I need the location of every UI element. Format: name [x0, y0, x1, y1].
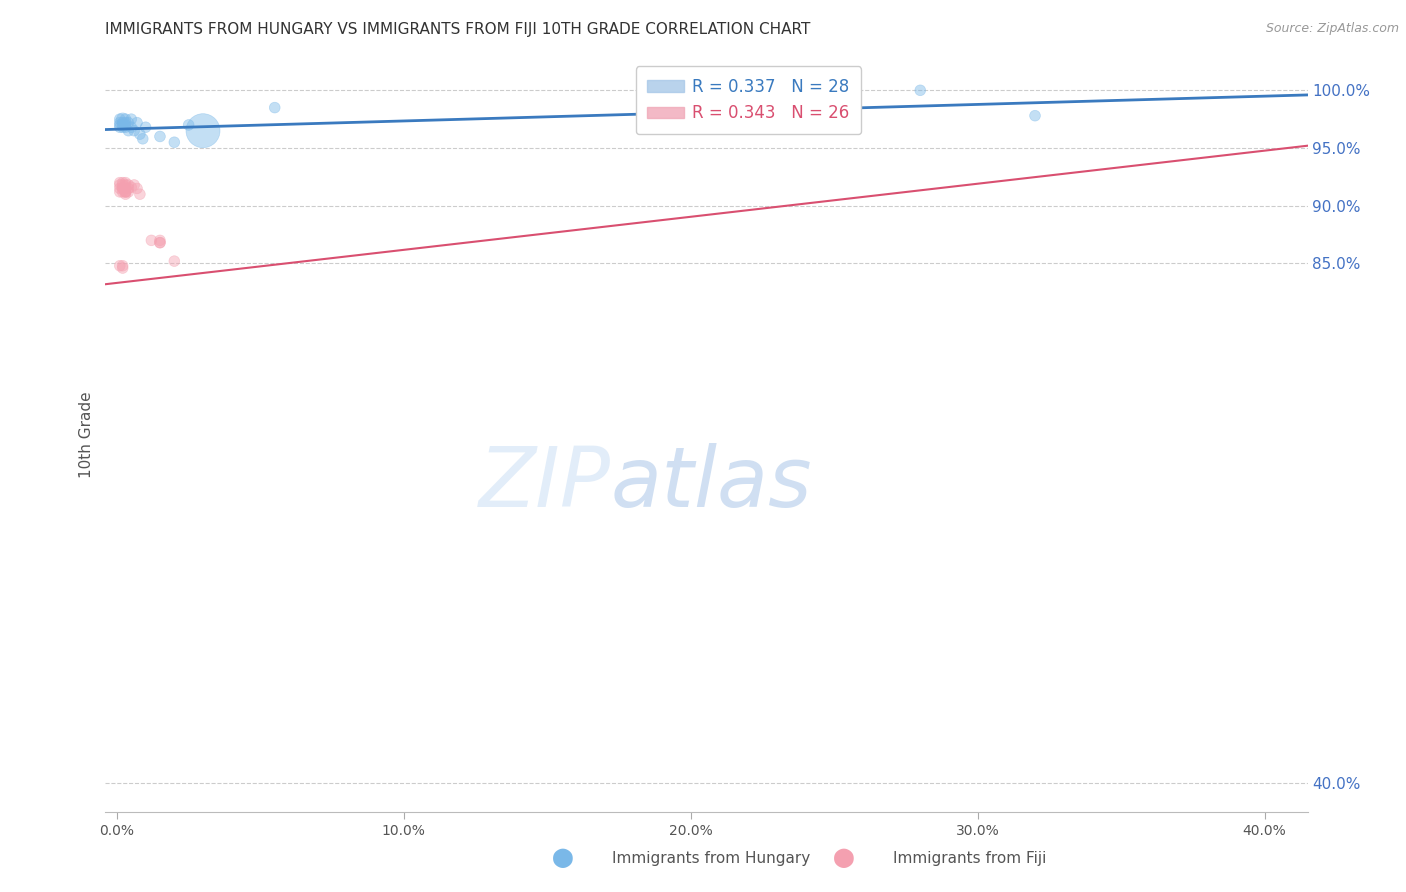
Point	[114, 187, 136, 202]
Point	[114, 181, 136, 195]
Point	[125, 115, 148, 129]
Text: ZIP: ZIP	[478, 443, 610, 524]
Point	[114, 185, 136, 199]
Point	[163, 254, 186, 268]
Point	[117, 178, 139, 192]
Point	[117, 181, 139, 195]
Point	[111, 112, 134, 127]
Point	[120, 180, 142, 194]
Text: atlas: atlas	[610, 443, 813, 524]
Point	[111, 181, 134, 195]
Point	[111, 176, 134, 190]
Point	[132, 132, 155, 146]
Point	[114, 120, 136, 135]
Point	[120, 112, 142, 127]
Point	[117, 185, 139, 199]
Point	[111, 259, 134, 273]
Point	[128, 127, 150, 141]
Point	[122, 124, 145, 138]
Point	[117, 115, 139, 129]
Point	[111, 120, 134, 135]
Point	[111, 181, 134, 195]
Point	[108, 259, 131, 273]
Point	[111, 261, 134, 276]
Point	[108, 115, 131, 129]
Point	[263, 101, 285, 115]
Point	[135, 120, 157, 135]
Point	[910, 83, 932, 97]
Point	[141, 233, 163, 247]
Text: ⬤: ⬤	[551, 848, 574, 868]
Point	[111, 185, 134, 199]
Point	[108, 118, 131, 132]
Point	[114, 178, 136, 192]
Text: Immigrants from Hungary: Immigrants from Hungary	[612, 851, 810, 865]
Point	[149, 233, 172, 247]
Point	[108, 181, 131, 195]
Point	[114, 176, 136, 190]
Point	[125, 181, 148, 195]
Point	[1024, 109, 1046, 123]
Point	[111, 118, 134, 132]
Text: ⬤: ⬤	[832, 848, 855, 868]
Point	[114, 185, 136, 199]
Text: Immigrants from Fiji: Immigrants from Fiji	[893, 851, 1046, 865]
Point	[122, 178, 145, 192]
Point	[108, 176, 131, 190]
Point	[120, 120, 142, 135]
Point	[128, 187, 150, 202]
Point	[114, 185, 136, 199]
Point	[191, 124, 214, 138]
Point	[163, 135, 186, 149]
Point	[114, 118, 136, 132]
Point	[108, 120, 131, 135]
Text: IMMIGRANTS FROM HUNGARY VS IMMIGRANTS FROM FIJI 10TH GRADE CORRELATION CHART: IMMIGRANTS FROM HUNGARY VS IMMIGRANTS FR…	[105, 22, 811, 37]
Legend: R = 0.337   N = 28, R = 0.343   N = 26: R = 0.337 N = 28, R = 0.343 N = 26	[636, 66, 862, 134]
Point	[108, 185, 131, 199]
Point	[108, 178, 131, 192]
Point	[114, 115, 136, 129]
Y-axis label: 10th Grade: 10th Grade	[79, 392, 94, 478]
Point	[149, 235, 172, 250]
Point	[117, 124, 139, 138]
Point	[114, 112, 136, 127]
Text: Source: ZipAtlas.com: Source: ZipAtlas.com	[1265, 22, 1399, 36]
Point	[149, 235, 172, 250]
Point	[108, 112, 131, 127]
Point	[111, 178, 134, 192]
Point	[111, 115, 134, 129]
Point	[177, 118, 200, 132]
Point	[149, 129, 172, 144]
